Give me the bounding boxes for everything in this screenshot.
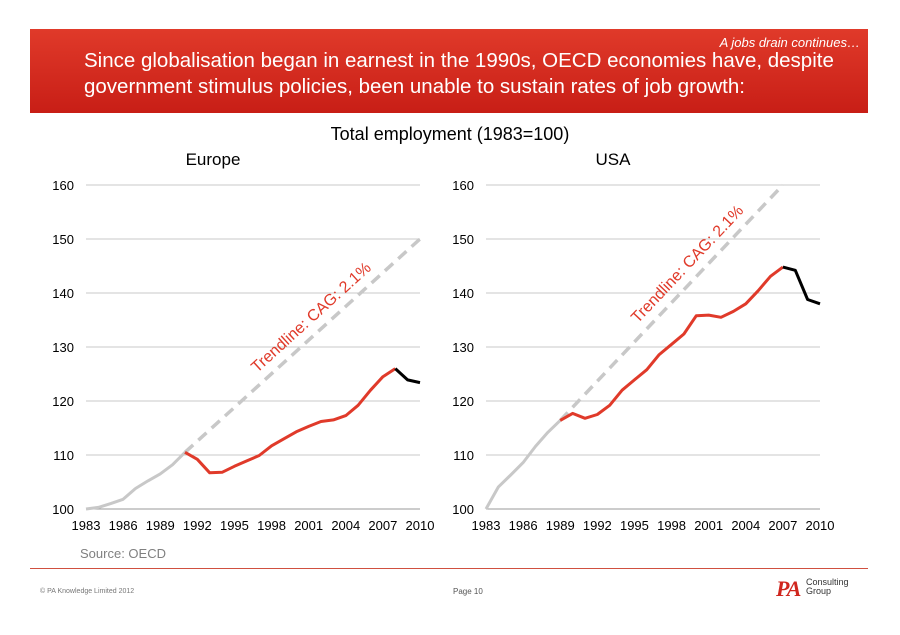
- y-tick-label: 150: [52, 232, 74, 247]
- actual-series-line: [184, 367, 397, 475]
- page-number: Page 10: [453, 587, 483, 596]
- logo-word-consulting: Consulting: [806, 577, 849, 587]
- europe-chart: Europe 100 110 120 130 140 150 160 1983 1986 1989 1…: [40, 147, 440, 542]
- x-tick-label: 1989: [546, 518, 575, 533]
- chart-svg: Europe 100 110 120 130 140 150 160 1983 1986 1989 1…: [52, 150, 435, 533]
- y-tick-label: 160: [52, 178, 74, 193]
- y-tick-label: 120: [452, 394, 474, 409]
- y-tick-label: 140: [52, 286, 74, 301]
- y-tick-label: 130: [52, 340, 74, 355]
- trendline-annotation: Trendline: CAG: 2.1%: [248, 259, 374, 376]
- x-tick-label: 2004: [731, 518, 760, 533]
- y-tick-label: 110: [53, 448, 74, 463]
- y-tick-label: 140: [452, 286, 474, 301]
- trendline-annotation: Trendline: CAG: 2.1%: [628, 202, 747, 326]
- x-tick-label: 2004: [331, 518, 360, 533]
- recent-series-line: [782, 265, 821, 306]
- y-tick-label: 100: [452, 502, 474, 517]
- chart-title: Europe: [186, 150, 241, 169]
- actual-series-line: [559, 265, 784, 422]
- x-tick-label: 1998: [257, 518, 286, 533]
- x-tick-label: 1983: [472, 518, 501, 533]
- x-tick-label: 2010: [806, 518, 835, 533]
- x-tick-label: 1983: [72, 518, 101, 533]
- usa-chart: USA 100 110 120 130 140 150 160 1983 1986 1989 1992…: [440, 147, 840, 542]
- footer-divider: [30, 568, 868, 569]
- x-tick-label: 2001: [694, 518, 723, 533]
- logo-word-group: Group: [806, 586, 832, 596]
- chart-title: USA: [596, 150, 632, 169]
- x-tick-label: 2007: [768, 518, 797, 533]
- tagline: A jobs drain continues…: [719, 35, 860, 50]
- y-tick-label: 120: [52, 394, 74, 409]
- y-tick-label: 110: [453, 448, 474, 463]
- x-tick-label: 2010: [406, 518, 435, 533]
- pre-series-line: [484, 419, 562, 510]
- pre-series-line: [85, 451, 187, 511]
- x-tick-label: 1986: [509, 518, 538, 533]
- x-tick-label: 1989: [146, 518, 175, 533]
- chart-svg: USA 100 110 120 130 140 150 160 1983 1986 1989 1992…: [452, 150, 835, 533]
- x-tick-label: 1995: [620, 518, 649, 533]
- logo-mark: PA: [776, 576, 802, 601]
- y-tick-label: 130: [452, 340, 474, 355]
- x-tick-label: 2001: [294, 518, 323, 533]
- figure-title: Total employment (1983=100): [330, 124, 570, 144]
- copyright: © PA Knowledge Limited 2012: [40, 588, 135, 595]
- header-banner: A jobs drain continues… Since globalisat…: [30, 29, 868, 113]
- y-tick-label: 150: [452, 232, 474, 247]
- x-tick-label: 1995: [220, 518, 249, 533]
- headline: Since globalisation began in earnest in …: [84, 49, 834, 98]
- x-tick-label: 1992: [583, 518, 612, 533]
- x-tick-label: 1992: [183, 518, 212, 533]
- source-note: Source: OECD: [80, 546, 166, 561]
- y-tick-label: 100: [52, 502, 74, 517]
- x-tick-label: 1986: [109, 518, 138, 533]
- x-tick-label: 1998: [657, 518, 686, 533]
- recent-series-line: [394, 367, 421, 385]
- trend-series-line: [183, 237, 422, 454]
- pa-consulting-logo: PA Consulting Group: [776, 575, 871, 601]
- trend-series-line: [558, 183, 785, 422]
- x-tick-label: 2007: [368, 518, 397, 533]
- y-tick-label: 160: [452, 178, 474, 193]
